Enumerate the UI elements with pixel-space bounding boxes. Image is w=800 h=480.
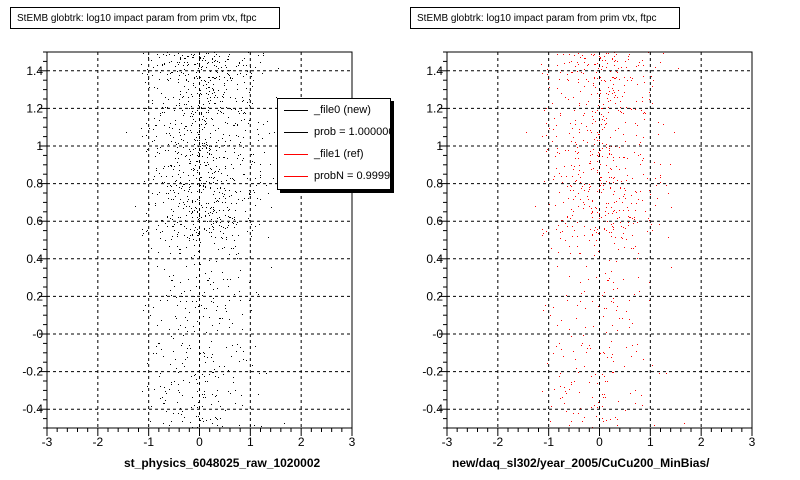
chart1-x-tick-label-4: 1 [247,435,254,449]
chart2-y-tick-label-6: 0.8 [426,177,443,191]
legend-label-probn: probN = 0.999999 [314,170,391,182]
chart2-y-tick-label-2: -0 [432,327,443,341]
chart2-y-tick-label-8: 1.2 [426,101,443,115]
chart2-y-tick-label-5: 0.6 [426,214,443,228]
chart2-y-tick-label-7: 1 [436,139,443,153]
right-chart-title: StEMB globtrk: log10 impact param from p… [410,7,680,29]
chart2-x-tick-label-2: -1 [543,435,554,449]
chart2-y-tick-label-3: 0.2 [426,289,443,303]
chart1-y-tick-label-7: 1 [36,139,43,153]
chart1-x-tick-label-6: 3 [349,435,356,449]
chart1-x-tick-label-5: 2 [298,435,305,449]
chart1-y-tick-label-8: 1.2 [26,101,43,115]
chart1-y-tick-label-3: 0.2 [26,289,43,303]
chart2-x-tick-label-4: 1 [647,435,654,449]
chart1-y-tick-label-9: 1.4 [26,64,43,78]
chart1-y-tick-label-5: 0.6 [26,214,43,228]
right-x-axis-label: new/daq_sl302/year_2005/CuCu200_MinBias/ [452,456,710,470]
legend-label-file1: _file1 (ref) [314,148,364,160]
chart1-y-tick-label-1: -0.2 [22,365,43,379]
left-x-axis-label: st_physics_6048025_raw_1020002 [124,456,321,470]
chart2-y-tick-label-4: 0.4 [426,252,443,266]
chart1-y-tick-label-0: -0.4 [22,402,43,416]
chart2-x-tick-label-3: 0 [596,435,603,449]
chart1-y-tick-label-2: -0 [32,327,43,341]
chart1-x-tick-label-2: -1 [143,435,154,449]
chart1-x-tick-label-3: 0 [196,435,203,449]
chart2-y-tick-label-9: 1.4 [426,64,443,78]
left-chart-title: StEMB globtrk: log10 impact param from p… [10,7,280,29]
legend-label-file0: _file0 (new) [314,104,371,116]
chart2-x-tick-label-6: 3 [749,435,756,449]
chart2-y-tick-label-0: -0.4 [422,402,443,416]
legend-label-prob: prob = 1.000000 [314,126,391,138]
chart1-y-tick-label-6: 0.8 [26,177,43,191]
chart2-x-tick-label-5: 2 [698,435,705,449]
chart2-x-tick-label-1: -2 [492,435,503,449]
legend: _file0 (new) prob = 1.000000 _file1 (ref… [277,98,391,190]
legend-line-file0 [284,110,308,111]
legend-line-prob [284,132,308,133]
legend-line-file1 [284,154,308,155]
chart1-y-tick-label-4: 0.4 [26,252,43,266]
legend-line-probn [284,176,308,177]
chart1-x-tick-label-1: -2 [92,435,103,449]
chart1-x-tick-label-0: -3 [42,435,53,449]
chart2-y-tick-label-1: -0.2 [422,365,443,379]
chart2-x-tick-label-0: -3 [442,435,453,449]
